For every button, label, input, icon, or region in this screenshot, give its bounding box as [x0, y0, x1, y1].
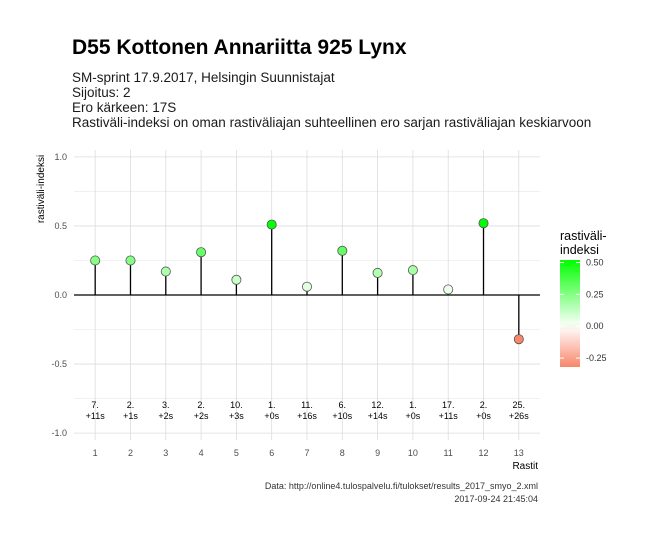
rank-label: 1. [268, 400, 276, 410]
data-point [266, 219, 277, 230]
time-diff-label: +0s [264, 411, 279, 421]
time-diff-label: +10s [332, 411, 352, 421]
legend-title-line-2: indeksi [560, 243, 599, 257]
time-diff-label: +2s [158, 411, 173, 421]
data-point [301, 281, 312, 292]
rank-label: 11. [301, 400, 313, 410]
data-point [478, 218, 489, 229]
y-axis-ticks: -1.0 -0.5 0.0 0.5 1.0 [51, 152, 67, 438]
rank-label: 17. [442, 400, 455, 410]
annotations: 7.+11s2.+1s3.+2s2.+2s10.+3s1.+0s11.+16s6… [86, 400, 530, 421]
rank-label: 1. [409, 400, 417, 410]
legend-title-line-1: rastiväli- [560, 229, 607, 243]
rank-label: 25. [513, 400, 526, 410]
data-point [196, 247, 207, 258]
x-tick-label: 9 [375, 448, 380, 458]
time-diff-label: +3s [229, 411, 244, 421]
x-tick-label: 11 [444, 448, 453, 458]
y-tick-label: 0.0 [54, 290, 67, 300]
y-tick-label: -1.0 [51, 428, 67, 438]
rank-label: 12. [371, 400, 384, 410]
data-point [337, 245, 348, 256]
data-point [90, 255, 101, 266]
time-diff-label: +0s [476, 411, 491, 421]
legend-tick-label: 0.25 [586, 289, 604, 299]
time-diff-label: +11s [439, 411, 459, 421]
legend-tick-label: 0.50 [586, 258, 604, 268]
data-point [407, 265, 418, 276]
data-point [513, 334, 524, 345]
legend-colorbar [560, 260, 580, 367]
x-tick-label: 3 [163, 448, 168, 458]
data-point [372, 267, 383, 278]
rank-label: 10. [230, 400, 243, 410]
x-tick-label: 7 [304, 448, 309, 458]
y-tick-label: 1.0 [54, 152, 67, 162]
caption-source: Data: http://online4.tulospalvelu.fi/tul… [265, 481, 538, 491]
points [90, 218, 524, 345]
time-diff-label: +16s [297, 411, 317, 421]
x-tick-label: 4 [199, 448, 204, 458]
data-point [125, 255, 136, 266]
legend-ticks: 0.50 0.25 0.00 -0.25 [560, 258, 607, 363]
rank-label: 2. [127, 400, 135, 410]
x-axis-title: Rastit [512, 461, 538, 472]
data-point [231, 274, 242, 285]
subtitle-line-3: Ero kärkeen: 17S [72, 100, 176, 115]
rank-label: 6. [339, 400, 347, 410]
stems [94, 223, 520, 340]
x-axis-ticks: 1 2 3 4 5 6 7 8 9 10 11 12 13 [93, 448, 524, 458]
data-point [160, 266, 171, 277]
subtitle-line-4: Rastiväli-indeksi on oman rastiväliajan … [72, 115, 591, 130]
x-tick-label: 2 [128, 448, 133, 458]
x-tick-label: 13 [514, 448, 524, 458]
legend-tick-label: -0.25 [586, 353, 607, 363]
rank-label: 2. [480, 400, 488, 410]
x-tick-label: 1 [93, 448, 98, 458]
y-axis-title: rastiväli-indeksi [36, 155, 47, 223]
time-diff-label: +11s [86, 411, 106, 421]
x-tick-label: 8 [340, 448, 345, 458]
x-tick-label: 12 [479, 448, 489, 458]
legend: rastiväli- indeksi 0.50 0.25 0.00 -0.25 [560, 229, 607, 367]
time-diff-label: +0s [406, 411, 421, 421]
chart-title: D55 Kottonen Annariitta 925 Lynx [72, 36, 407, 59]
x-tick-label: 6 [269, 448, 274, 458]
time-diff-label: +14s [368, 411, 388, 421]
subtitle-line-1: SM-sprint 17.9.2017, Helsingin Suunnista… [72, 70, 335, 85]
caption-timestamp: 2017-09-24 21:45:04 [454, 494, 538, 504]
time-diff-label: +2s [194, 411, 209, 421]
y-tick-label: -0.5 [51, 359, 67, 369]
x-tick-label: 5 [234, 448, 239, 458]
data-point [443, 284, 454, 295]
rank-label: 7. [91, 400, 99, 410]
time-diff-label: +1s [123, 411, 138, 421]
x-tick-label: 10 [408, 448, 418, 458]
time-diff-label: +26s [509, 411, 529, 421]
rank-label: 3. [162, 400, 170, 410]
y-tick-label: 0.5 [54, 221, 67, 231]
legend-tick-label: 0.00 [586, 321, 604, 331]
rank-label: 2. [197, 400, 205, 410]
subtitle-line-2: Sijoitus: 2 [72, 85, 131, 100]
